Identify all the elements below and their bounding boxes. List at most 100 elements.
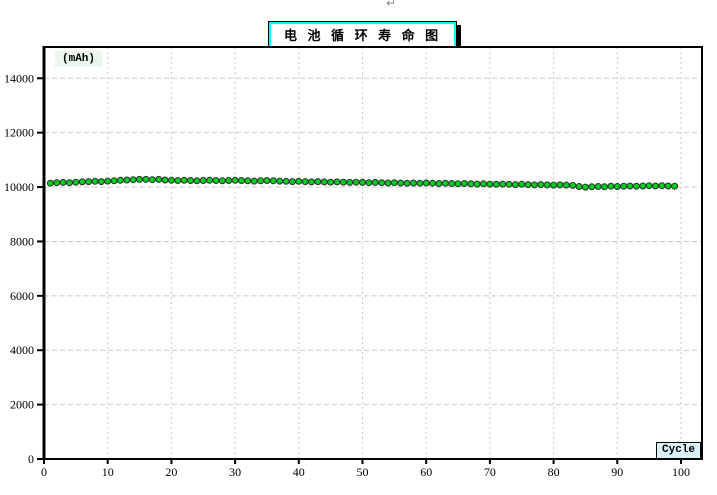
data-point (601, 183, 608, 191)
data-point (308, 178, 315, 186)
data-point (569, 181, 577, 189)
y-tick-label: 14000 (4, 71, 34, 85)
data-point (225, 177, 233, 184)
x-tick-label: 80 (548, 465, 560, 479)
data-point (435, 180, 443, 187)
data-point (403, 179, 411, 187)
data-point (110, 177, 118, 185)
data-point (448, 180, 456, 187)
data-point (575, 183, 583, 190)
data-point (454, 180, 462, 188)
plot-area (44, 47, 702, 459)
data-point (85, 178, 93, 186)
data-point (282, 177, 290, 185)
y-tick-label: 0 (28, 452, 34, 466)
data-point (244, 177, 252, 185)
data-point (327, 178, 335, 186)
x-tick-label: 40 (293, 465, 305, 479)
x-axis-unit-label: Cycle (656, 442, 702, 459)
data-point (295, 177, 303, 185)
data-point (365, 179, 373, 187)
data-point (645, 182, 653, 190)
data-point (320, 178, 328, 186)
data-point (543, 181, 551, 189)
data-point (371, 178, 379, 186)
data-point (664, 182, 672, 190)
data-point (167, 176, 175, 184)
data-point (505, 180, 513, 188)
data-point (174, 177, 182, 184)
paragraph-mark: ↵ (386, 0, 397, 10)
data-point (620, 182, 628, 190)
data-point (588, 183, 596, 191)
data-point (518, 180, 526, 188)
data-point (537, 181, 545, 189)
data-point (581, 183, 589, 191)
data-point (314, 178, 322, 186)
data-point (607, 182, 615, 190)
data-point (378, 179, 386, 187)
data-point (352, 178, 360, 186)
data-point (142, 175, 150, 183)
y-axis-unit-label: (mAh) (55, 51, 103, 67)
data-point (333, 178, 341, 186)
data-point (180, 176, 188, 184)
y-tick-label: 2000 (10, 398, 34, 412)
y-tick-label: 10000 (4, 180, 34, 194)
data-point (671, 182, 679, 190)
data-point (257, 177, 265, 185)
x-tick-label: 10 (102, 465, 114, 479)
y-tick-label: 6000 (10, 289, 34, 303)
data-point (556, 181, 564, 189)
y-tick-label: 4000 (10, 343, 34, 357)
data-point (72, 178, 80, 186)
data-point (409, 179, 417, 187)
data-point (473, 180, 481, 188)
x-tick-label: 50 (356, 465, 368, 479)
x-tick-label: 70 (484, 465, 496, 479)
data-point (632, 182, 640, 190)
data-point (422, 179, 430, 187)
data-point (104, 177, 112, 185)
data-point (486, 180, 494, 188)
data-point (148, 176, 156, 184)
data-point (613, 183, 621, 190)
y-tick-label: 12000 (4, 126, 34, 140)
x-tick-label: 100 (672, 465, 690, 479)
data-point (269, 177, 277, 185)
data-point (199, 177, 207, 184)
data-point (626, 182, 634, 190)
x-tick-label: 30 (229, 465, 241, 479)
data-point (116, 176, 124, 184)
data-point (550, 181, 558, 189)
data-point (187, 177, 194, 184)
data-point (276, 177, 284, 185)
data-point (91, 177, 99, 185)
data-point (218, 177, 226, 185)
data-point (136, 175, 143, 183)
data-point (397, 179, 405, 187)
data-point (416, 179, 424, 187)
data-point (460, 180, 468, 187)
data-point (390, 179, 398, 187)
data-point (46, 179, 54, 187)
data-point (639, 182, 647, 190)
data-point (161, 176, 169, 184)
data-point (250, 177, 258, 185)
data-point (511, 181, 519, 189)
data-point (193, 177, 201, 185)
data-point (339, 178, 347, 186)
data-point (562, 181, 570, 189)
data-point (97, 178, 105, 186)
data-point (53, 179, 61, 187)
data-point (123, 176, 131, 184)
data-point (429, 179, 437, 187)
data-point (531, 181, 538, 189)
x-tick-label: 0 (41, 465, 47, 479)
data-point (658, 182, 666, 190)
data-point (231, 176, 239, 184)
data-point (301, 178, 309, 186)
data-point (499, 180, 507, 188)
